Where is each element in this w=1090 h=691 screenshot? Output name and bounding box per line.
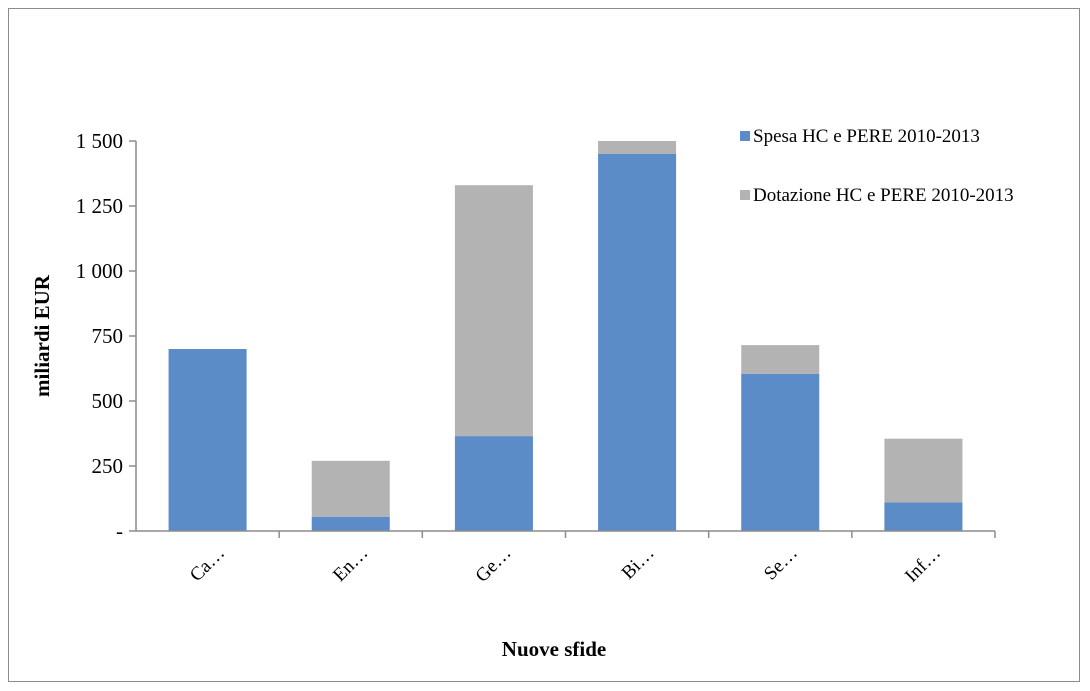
y-tick-label: 1 000 (76, 259, 123, 283)
y-tick-label: 500 (92, 389, 124, 413)
y-tick-label: - (116, 519, 123, 543)
bar-segment-dotazione (311, 460, 390, 517)
bar-segment-spesa (741, 373, 820, 531)
bar-segment-spesa (311, 516, 390, 531)
y-tick-label: 1 250 (76, 194, 123, 218)
x-tick-label: Ge… (472, 543, 516, 587)
bar-segment-dotazione (884, 438, 963, 503)
bar-segment-dotazione (741, 345, 820, 374)
x-tick-label: Ca… (186, 543, 229, 586)
y-tick-label: 750 (92, 324, 124, 348)
y-axis-title: miliardi EUR (30, 274, 54, 397)
x-tick-label: Inf… (901, 543, 945, 587)
x-tick-label: Bi… (618, 543, 659, 584)
bar-segment-spesa (454, 436, 533, 531)
legend-swatch-dotazione (740, 190, 750, 200)
legend-label-spesa: Spesa HC e PERE 2010-2013 (753, 126, 980, 147)
y-ticks: - 250 500 750 1 000 1 250 1 500 (76, 129, 136, 543)
bar-segment-spesa (168, 349, 247, 531)
y-tick-label: 1 500 (76, 129, 123, 153)
bar-segment-dotazione (598, 141, 677, 154)
bars-layer (168, 141, 963, 531)
x-ticks: Ca… En… Ge… Bi… Se… Inf… (186, 531, 996, 587)
x-axis-title: Nuove sfide (502, 637, 606, 661)
chart-area (8, 8, 1080, 682)
x-tick-label: Se… (760, 543, 802, 585)
bar-segment-spesa (598, 154, 677, 531)
bar-segment-spesa (884, 502, 963, 531)
legend-label-dotazione: Dotazione HC e PERE 2010-2013 (753, 185, 1014, 206)
legend-swatch-spesa (740, 131, 750, 141)
legend: Spesa HC e PERE 2010-2013 Dotazione HC e… (740, 126, 1014, 206)
x-tick-label: En… (329, 543, 372, 586)
bar-segment-dotazione (454, 185, 533, 437)
y-tick-label: 250 (92, 454, 124, 478)
